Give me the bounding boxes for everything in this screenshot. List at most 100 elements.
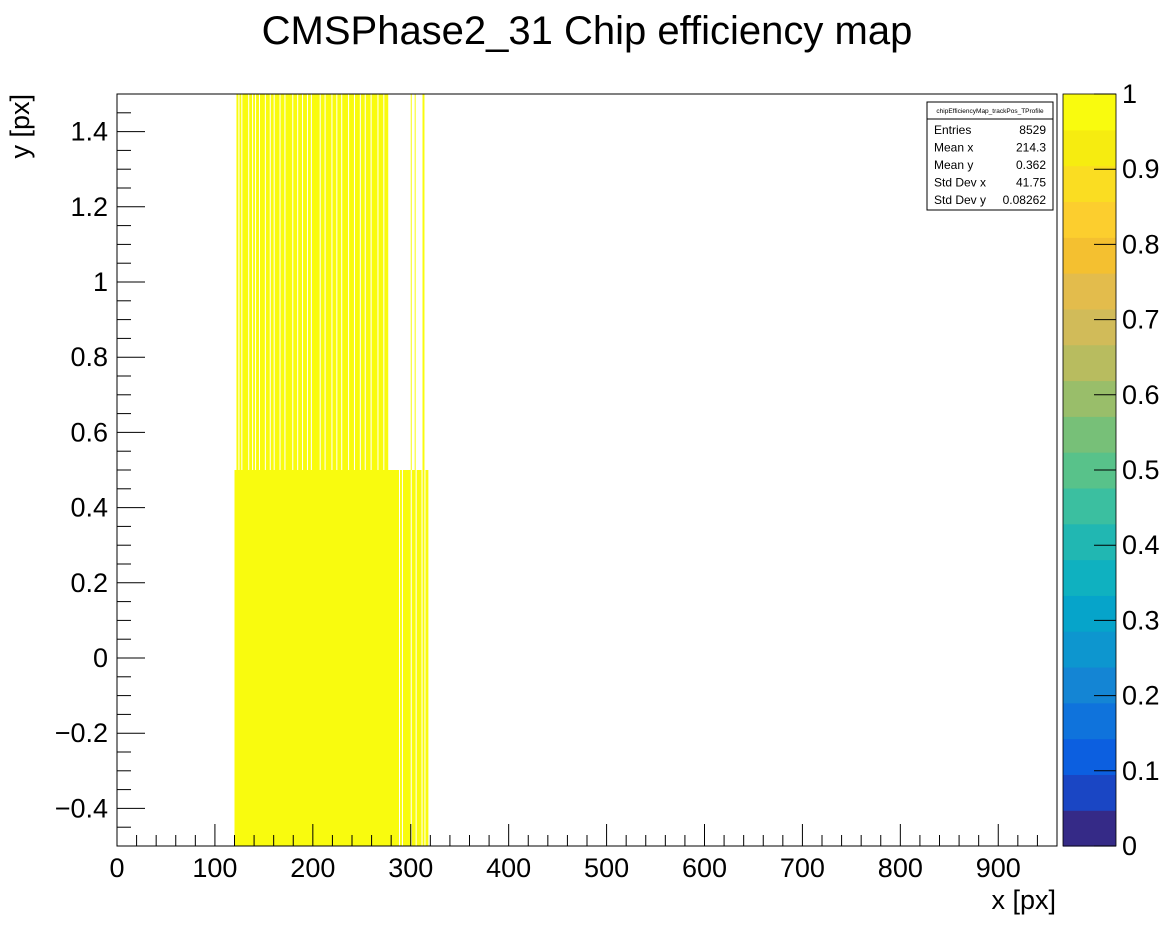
- stats-row-value: 0.08262: [1003, 193, 1047, 207]
- heatmap-gap: [336, 94, 338, 470]
- y-tick-label: −0.2: [55, 718, 108, 748]
- x-tick-label: 500: [584, 853, 629, 883]
- x-tick-label: 700: [780, 853, 825, 883]
- colorbar-band: [1063, 523, 1116, 561]
- colorbar-band: [1063, 344, 1116, 382]
- heatmap-row-0: [234, 470, 429, 846]
- heatmap-gap: [248, 94, 250, 470]
- heatmap-gap: [292, 94, 294, 470]
- colorbar-band: [1063, 129, 1116, 167]
- y-tick-label: 0.8: [70, 342, 108, 372]
- x-tick-label: 100: [192, 853, 237, 883]
- colorbar-band: [1063, 201, 1116, 238]
- stats-row-label: Mean y: [934, 158, 973, 172]
- x-tick-label: 900: [976, 853, 1021, 883]
- heatmap-bin: [423, 94, 425, 470]
- heatmap-gap: [306, 94, 308, 470]
- heatmap-gap: [421, 470, 423, 846]
- heatmap-gap: [324, 94, 326, 470]
- y-tick-label: 1: [93, 267, 108, 297]
- colorbar-tick-label: 0.8: [1122, 229, 1160, 259]
- heatmap-gap: [364, 94, 366, 470]
- colorbar-tick-label: 0.7: [1122, 305, 1160, 335]
- y-tick-label: 0.4: [70, 493, 108, 523]
- stats-row-value: 8529: [1019, 123, 1046, 137]
- y-tick-label: 1.4: [70, 117, 108, 147]
- stats-row-label: Std Dev x: [934, 176, 986, 190]
- heatmap-gap: [341, 94, 343, 470]
- y-axis: −0.4 −0.2 0 0.2 0.4 0.6 0.8 1 1.2 1.4: [55, 93, 145, 847]
- colorbar-band: [1063, 273, 1116, 310]
- heatmap-gap: [401, 470, 403, 846]
- x-tick-label: 300: [388, 853, 433, 883]
- heatmap-gap: [297, 94, 299, 470]
- colorbar-tick-label: 0.9: [1122, 154, 1160, 184]
- heatmap-gap: [241, 94, 243, 470]
- colorbar-band: [1063, 559, 1116, 596]
- heatmap-gap: [302, 94, 304, 470]
- colorbar-band: [1063, 738, 1116, 775]
- heatmap-gap: [252, 94, 254, 470]
- colorbar-tick-label: 0.2: [1122, 681, 1160, 711]
- heatmap-gap: [359, 94, 361, 470]
- heatmap-gap: [258, 94, 260, 470]
- y-tick-label: 0.2: [70, 568, 108, 598]
- colorbar-band: [1063, 702, 1116, 740]
- heatmap-gap: [269, 94, 271, 470]
- heatmap-gap: [255, 94, 257, 470]
- colorbar-band: [1063, 487, 1116, 525]
- colorbar-band: [1063, 810, 1116, 847]
- colorbar-tick-label: 0.4: [1122, 530, 1160, 560]
- colorbar: 0 0.1 0.2 0.3 0.4 0.5 0.6 0.7 0.8 0.9 1: [1062, 79, 1160, 861]
- y-tick-label: 0: [93, 643, 108, 673]
- heatmap-gap: [370, 94, 372, 470]
- heatmap-gap: [331, 94, 333, 470]
- heatmap-gap: [424, 470, 426, 846]
- colorbar-band: [1063, 774, 1116, 811]
- heatmap-gap: [415, 470, 417, 846]
- y-axis-label: y [px]: [5, 94, 35, 159]
- stats-row-label: Mean x: [934, 141, 973, 155]
- heatmap-gap: [279, 94, 281, 470]
- colorbar-band: [1063, 595, 1116, 632]
- chart-title: CMSPhase2_31 Chip efficiency map: [262, 9, 913, 53]
- colorbar-band: [1063, 631, 1116, 668]
- stats-box-rows: Entries 8529 Mean x 214.3 Mean y 0.362 Std Dev…: [934, 123, 1046, 207]
- heatmap-bin: [422, 94, 424, 470]
- heatmap-gap: [377, 94, 379, 470]
- colorbar-band: [1063, 165, 1116, 203]
- x-axis-label: x [px]: [991, 885, 1056, 915]
- heatmap-row-1: [236, 94, 389, 470]
- heatmap-gap: [383, 94, 385, 470]
- heatmap-gap: [410, 470, 412, 846]
- x-tick-label: 200: [290, 853, 335, 883]
- heatmap-gap: [319, 94, 321, 470]
- heatmap-gap: [348, 94, 350, 470]
- colorbar-tick-label: 1: [1122, 79, 1137, 109]
- heatmap-gap: [399, 470, 400, 846]
- colorbar-tick-label: 0.6: [1122, 380, 1160, 410]
- stats-row-value: 41.75: [1016, 176, 1046, 190]
- colorbar-band: [1063, 94, 1116, 131]
- heatmap-gap: [264, 94, 266, 470]
- heatmap-gap: [353, 94, 355, 470]
- heatmap-gap: [273, 94, 275, 470]
- colorbar-tick-label: 0.1: [1122, 756, 1160, 786]
- heatmap-gap: [310, 94, 312, 470]
- colorbar-band: [1063, 380, 1116, 417]
- y-tick-label: −0.4: [55, 793, 108, 823]
- heatmap-bin: [414, 94, 416, 470]
- colorbar-band: [1063, 237, 1116, 274]
- x-tick-label: 0: [109, 853, 124, 883]
- x-tick-label: 400: [486, 853, 531, 883]
- colorbar-tick-label: 0: [1122, 831, 1137, 861]
- stats-box-frame: [926, 101, 1054, 211]
- heatmap-bins: [234, 94, 429, 846]
- stats-row-label: Entries: [934, 123, 971, 137]
- x-axis: 0 100 200 300 400 500 600 700 800 900: [109, 824, 1058, 883]
- y-tick-label: 0.6: [70, 417, 108, 447]
- heatmap-bin: [410, 94, 412, 470]
- heatmap-gap: [238, 94, 240, 470]
- y-tick-label: 1.2: [70, 192, 108, 222]
